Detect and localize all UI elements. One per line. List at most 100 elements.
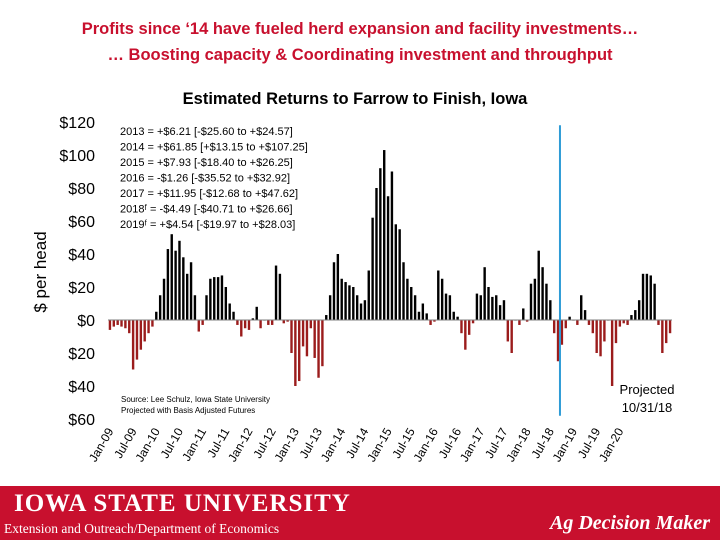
bar	[591, 320, 595, 334]
bar	[417, 311, 421, 320]
bar	[282, 320, 285, 324]
bar	[313, 320, 316, 358]
bar	[444, 293, 448, 320]
y-tick-label: $40	[68, 247, 95, 264]
bar	[352, 287, 355, 320]
summary-line: 2018ᶠ = -$4.49 [-$40.71 to +$26.66]	[120, 204, 293, 216]
bar	[595, 320, 598, 353]
bar	[429, 320, 432, 325]
bar	[120, 320, 123, 327]
summary-line: 2013 = +$6.21 [-$25.60 to +$24.57]	[120, 126, 293, 138]
bar	[549, 300, 552, 320]
y-tick-label: $100	[59, 148, 95, 165]
bar	[614, 320, 618, 344]
bar	[143, 320, 146, 342]
x-tick-label: Jan-09	[86, 425, 117, 464]
summary-annotation: 2013 = +$6.21 [-$25.60 to +$24.57] 2014 =…	[120, 126, 308, 231]
source-line-2: Projected with Basis Adjusted Futures	[121, 406, 255, 415]
bar	[568, 316, 571, 320]
bar	[452, 311, 455, 320]
bar	[135, 320, 139, 360]
bar	[162, 278, 166, 320]
bar	[286, 320, 289, 322]
bar	[545, 283, 548, 320]
bar	[668, 320, 672, 334]
bar	[213, 277, 216, 320]
summary-line: 2014 = +$61.85 [+$13.15 to +$107.25]	[120, 142, 308, 154]
bar	[464, 320, 467, 350]
bar	[108, 320, 112, 330]
bar	[402, 262, 405, 320]
bar	[247, 320, 251, 330]
bar	[228, 303, 231, 320]
bar	[564, 320, 567, 329]
bar	[583, 310, 587, 320]
bar	[479, 295, 482, 320]
bar	[267, 320, 270, 325]
bar	[336, 254, 340, 320]
bar	[112, 320, 115, 327]
bar	[301, 320, 305, 347]
bar	[305, 320, 309, 357]
bar	[460, 320, 463, 334]
bar	[483, 267, 486, 320]
bar	[367, 270, 370, 320]
bar	[491, 296, 494, 320]
bar	[576, 320, 579, 325]
bar	[355, 295, 359, 320]
bar	[128, 320, 131, 334]
bar	[189, 262, 193, 320]
bar	[201, 320, 204, 325]
bar	[344, 282, 347, 320]
summary-line: 2019ᶠ = +$4.54 [-$19.97 to +$28.03]	[120, 219, 295, 231]
x-tick-label: Jan-11	[179, 425, 209, 463]
bar	[251, 318, 255, 320]
y-tick-label: $120	[59, 115, 95, 132]
bar	[618, 320, 622, 327]
bar	[394, 224, 397, 320]
bar	[274, 265, 278, 320]
y-tick-label: $60	[68, 412, 95, 429]
bar	[498, 305, 502, 320]
bar	[155, 311, 158, 320]
bar	[437, 270, 440, 320]
bar	[537, 250, 540, 320]
bar	[193, 295, 197, 320]
bar	[406, 278, 409, 320]
bar	[657, 320, 660, 325]
headline-line-2: … Boosting capacity & Coordinating inves…	[107, 46, 613, 64]
bar	[131, 320, 135, 370]
bar	[178, 240, 181, 320]
bar	[661, 320, 664, 353]
bar	[626, 320, 629, 325]
bar	[649, 275, 652, 320]
bar	[371, 217, 374, 320]
bar	[340, 278, 343, 320]
bar	[448, 295, 452, 320]
y-tick-label: $60	[68, 214, 95, 231]
bar	[317, 320, 320, 378]
bar	[375, 188, 378, 320]
bar	[475, 293, 479, 320]
university-logo: IOWA STATE UNIVERSITY	[14, 490, 351, 517]
bar	[541, 267, 544, 320]
bar	[298, 320, 301, 382]
bar	[510, 320, 513, 353]
bar	[147, 320, 150, 334]
bar	[151, 320, 154, 327]
y-tick-label: $20	[68, 280, 95, 297]
projected-date: 10/31/18	[622, 400, 673, 415]
bar	[236, 320, 239, 325]
bar	[502, 300, 506, 320]
bar	[529, 283, 533, 320]
bar	[506, 320, 510, 342]
bar	[359, 303, 363, 320]
bar	[232, 311, 235, 320]
bar	[309, 320, 313, 329]
bar	[580, 295, 583, 320]
bar	[467, 320, 471, 335]
bar	[637, 300, 641, 320]
bar	[363, 300, 367, 320]
bar	[487, 287, 490, 320]
bar	[645, 273, 649, 320]
